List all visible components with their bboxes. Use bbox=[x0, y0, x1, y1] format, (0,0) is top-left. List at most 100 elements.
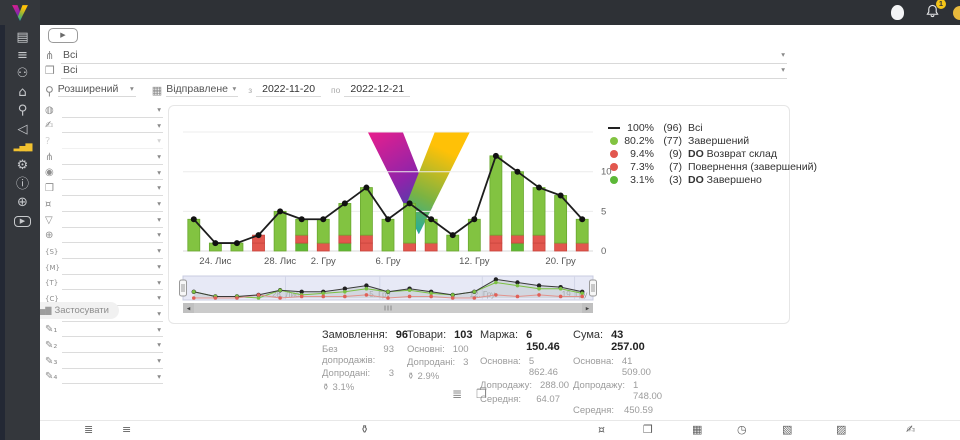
total-line-point[interactable] bbox=[428, 216, 435, 223]
total-line-point[interactable] bbox=[233, 240, 240, 247]
date-to-input[interactable]: 2022-12-21 bbox=[344, 81, 411, 97]
bar-segment-DO Завершено[interactable] bbox=[511, 242, 524, 252]
filter-status-change-select[interactable]: ▾ bbox=[62, 118, 163, 134]
bar-segment-DO Завершено[interactable] bbox=[295, 242, 309, 252]
filter-custom-field-1-select[interactable]: ▾ bbox=[62, 322, 163, 338]
total-line-point[interactable] bbox=[406, 200, 413, 207]
secondary-avatar-icon[interactable] bbox=[953, 5, 960, 20]
sidebar-item-integrations[interactable]: ⊕ bbox=[11, 194, 35, 212]
search-icon[interactable]: ⚲ bbox=[45, 84, 54, 98]
notifications-button[interactable]: 1 bbox=[926, 0, 946, 21]
total-line-point[interactable] bbox=[536, 184, 543, 191]
scrollbar-right-arrow[interactable] bbox=[582, 303, 593, 313]
bar-segment-Повернення (завершений)[interactable] bbox=[360, 242, 373, 252]
bar-segment-DO Завершено[interactable] bbox=[338, 242, 352, 252]
apply-button[interactable]: ▂▅▇ Застосувати bbox=[23, 302, 119, 319]
toolbar-calendar-icon[interactable]: ▦ bbox=[692, 423, 703, 436]
bar-segment-Повернення (завершений)[interactable] bbox=[424, 242, 438, 252]
filter-product-select[interactable]: ▾ bbox=[62, 181, 163, 197]
sidebar-item-clients[interactable]: ⚇ bbox=[11, 65, 35, 83]
total-line-point[interactable] bbox=[363, 184, 370, 191]
filter-utm-term-select[interactable]: ▾ bbox=[62, 275, 163, 291]
total-line-point[interactable] bbox=[579, 216, 586, 223]
toolbar-package-icon[interactable]: ❒ bbox=[643, 423, 653, 436]
legend-item-1[interactable]: 80.2% (77) Завершений bbox=[607, 134, 817, 147]
total-line-point[interactable] bbox=[492, 152, 499, 159]
view-products-toggle[interactable]: ❒ bbox=[476, 387, 487, 401]
bar-segment-Завершений[interactable] bbox=[338, 203, 352, 236]
bar-segment-DO Возврат склад[interactable] bbox=[403, 242, 416, 252]
date-from-input[interactable]: 2022-11-20 bbox=[256, 81, 322, 97]
toolbar-order-ids-alt-icon[interactable]: ≡ bbox=[122, 423, 132, 436]
filter-custom-field-2-select[interactable]: ▾ bbox=[62, 338, 163, 353]
bar-segment-DO Возврат склад[interactable] bbox=[489, 234, 503, 244]
filter-source-select[interactable]: ▾ bbox=[62, 150, 163, 165]
filter-unknown-select[interactable]: ▾ bbox=[62, 134, 163, 150]
total-line-point[interactable] bbox=[514, 168, 521, 175]
filter-custom-field-4-select[interactable]: ▾ bbox=[62, 369, 163, 385]
bar-segment-Завершений[interactable] bbox=[381, 218, 395, 252]
total-line-point[interactable] bbox=[471, 216, 478, 223]
bar-segment-Повернення (завершений)[interactable] bbox=[316, 242, 330, 252]
help-video-button[interactable]: ▶ bbox=[48, 28, 78, 43]
sidebar-item-video[interactable]: ▶ bbox=[11, 212, 35, 230]
total-line-point[interactable] bbox=[320, 216, 327, 223]
toolbar-money-icon[interactable]: ¤ bbox=[598, 423, 605, 436]
bar-segment-Повернення (завершений)[interactable] bbox=[489, 242, 503, 252]
toolbar-status-pen-icon[interactable]: ✍ bbox=[906, 423, 916, 436]
legend-item-3[interactable]: 7.3% (7) Повернення (завершений) bbox=[607, 160, 817, 173]
filter-utm-medium-select[interactable]: ▾ bbox=[62, 260, 163, 275]
bar-segment-DO Возврат склад[interactable] bbox=[295, 234, 309, 244]
app-logo[interactable] bbox=[9, 3, 31, 23]
bar-segment-Повернення (завершений)[interactable] bbox=[252, 242, 265, 252]
sidebar-item-orders[interactable]: ▤ bbox=[11, 28, 35, 46]
navigator-handle-right[interactable] bbox=[589, 279, 597, 297]
total-line-point[interactable] bbox=[557, 192, 564, 199]
funnel-select[interactable]: Всі ▾ bbox=[61, 48, 787, 64]
bar-segment-Завершений[interactable] bbox=[467, 218, 481, 252]
toolbar-order-ids-icon[interactable]: ≣ bbox=[84, 423, 94, 436]
bar-segment-Повернення (завершений)[interactable] bbox=[532, 242, 546, 252]
sidebar-item-promotions[interactable]: ⚲ bbox=[11, 102, 35, 120]
bar-segment-Завершений[interactable] bbox=[403, 203, 416, 244]
sidebar-item-statistics[interactable]: ▂▄▆ bbox=[11, 138, 35, 156]
bar-segment-DO Возврат склад[interactable] bbox=[532, 234, 546, 244]
total-line-point[interactable] bbox=[449, 232, 456, 239]
total-line-point[interactable] bbox=[255, 232, 262, 239]
bar-segment-Завершений[interactable] bbox=[532, 187, 546, 236]
user-avatar-icon[interactable] bbox=[891, 5, 904, 20]
filter-utm-campaign-select[interactable]: ▾ bbox=[62, 307, 163, 322]
bar-segment-Завершений[interactable] bbox=[511, 171, 524, 236]
date-type-select[interactable]: Відправлене ▾ bbox=[166, 81, 239, 97]
bar-segment-DO Возврат склад[interactable] bbox=[360, 234, 373, 244]
sidebar-item-announcements[interactable]: ◁ bbox=[11, 120, 35, 138]
total-line-point[interactable] bbox=[277, 208, 284, 215]
toolbar-calendar-export-icon[interactable]: ▨ bbox=[836, 423, 847, 436]
total-line-point[interactable] bbox=[212, 240, 219, 247]
total-line-point[interactable] bbox=[190, 216, 197, 223]
bar-segment-Завершений[interactable] bbox=[575, 218, 589, 244]
legend-item-4[interactable]: 3.1% (3) DO Завершено bbox=[607, 173, 817, 186]
filter-manager-select[interactable]: ▾ bbox=[62, 165, 163, 181]
bar-segment-DO Возврат склад[interactable] bbox=[338, 234, 352, 244]
toolbar-calendar-send-icon[interactable]: ▧ bbox=[782, 423, 793, 436]
total-line-point[interactable] bbox=[341, 200, 348, 207]
view-orders-list-toggle[interactable]: ≣ bbox=[452, 387, 463, 401]
total-line-point[interactable] bbox=[385, 216, 391, 223]
product-select[interactable]: Всі ▾ bbox=[61, 63, 787, 79]
filter-custom-field-3-select[interactable]: ▾ bbox=[62, 354, 163, 369]
search-mode-select[interactable]: Розширений ▾ bbox=[57, 81, 136, 97]
bar-segment-Завершений[interactable] bbox=[316, 218, 330, 244]
filter-website-select[interactable]: ▾ bbox=[62, 228, 163, 244]
filter-payment-select[interactable]: ▾ bbox=[62, 197, 163, 212]
legend-item-0[interactable]: 100% (96) Всі bbox=[607, 121, 817, 134]
bar-segment-DO Возврат склад[interactable] bbox=[511, 234, 524, 244]
bar-segment-DO Возврат склад[interactable] bbox=[554, 242, 568, 252]
navigator-handle-left[interactable] bbox=[179, 279, 187, 297]
sidebar-item-settings[interactable]: ⚙ bbox=[11, 157, 35, 175]
sidebar-item-lists[interactable]: ≡ bbox=[11, 46, 35, 64]
sidebar-item-warehouse[interactable]: ⌂ bbox=[11, 83, 35, 101]
toolbar-basket-icon[interactable]: ⚱ bbox=[360, 423, 370, 436]
bar-segment-Завершений[interactable] bbox=[554, 195, 568, 244]
toolbar-timer-icon[interactable]: ◷ bbox=[737, 423, 747, 436]
